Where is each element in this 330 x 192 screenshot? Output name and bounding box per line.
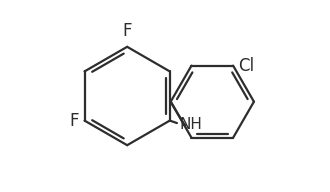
Text: NH: NH: [180, 117, 203, 132]
Text: F: F: [122, 22, 132, 40]
Text: F: F: [69, 112, 79, 130]
Text: Cl: Cl: [238, 57, 254, 75]
